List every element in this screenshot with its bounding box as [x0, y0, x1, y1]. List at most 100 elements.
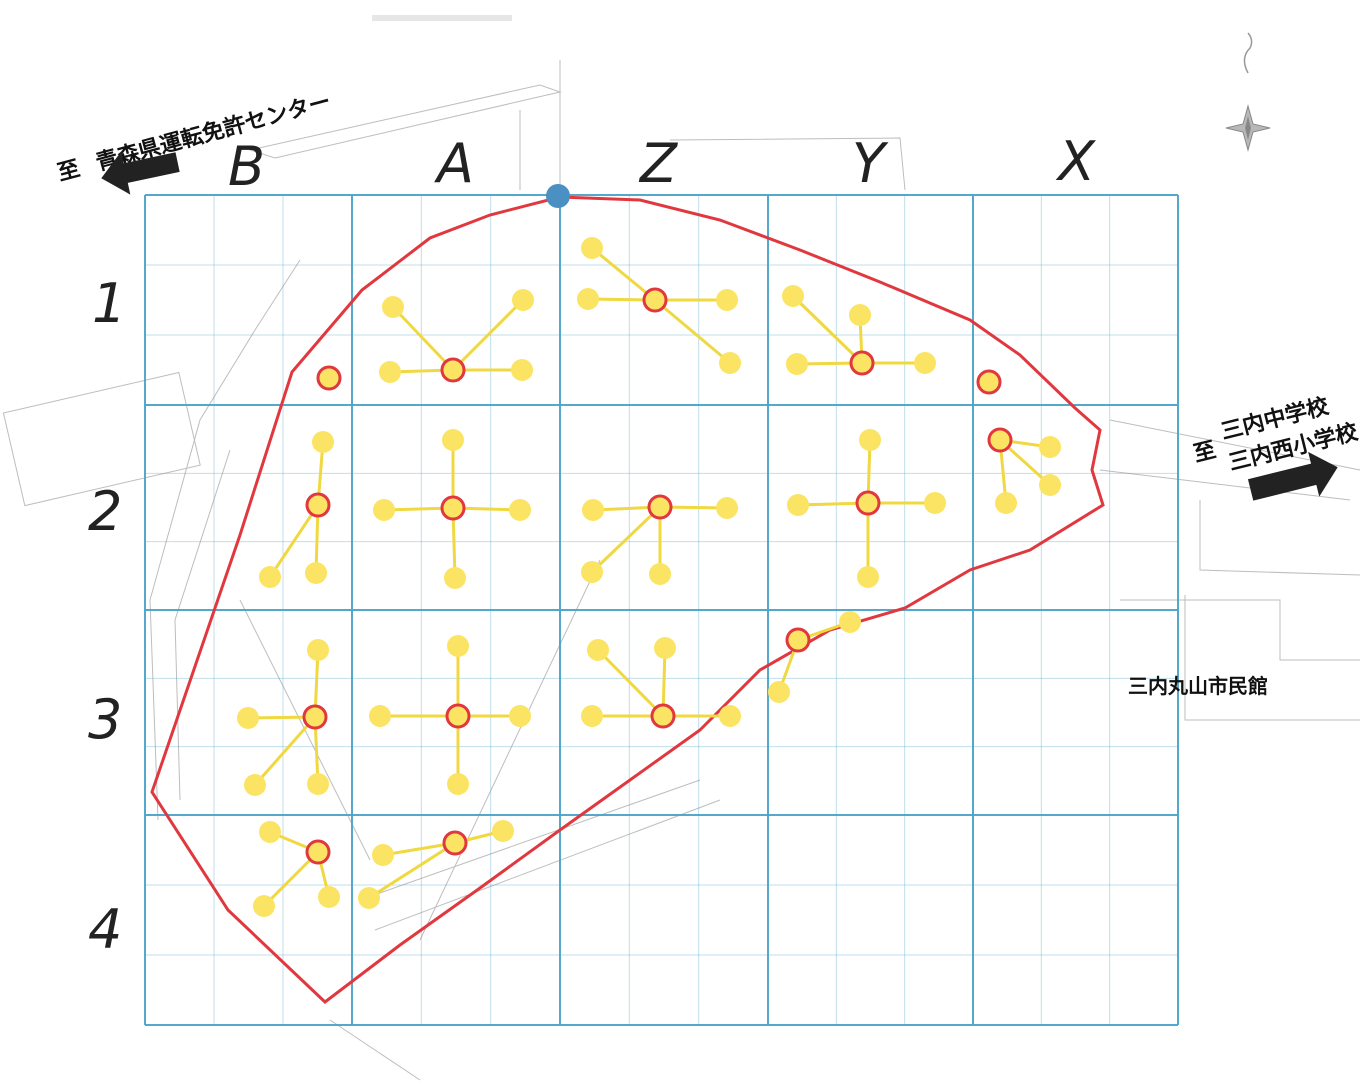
endpoint-node — [577, 288, 599, 310]
endpoint-node — [719, 705, 741, 727]
endpoint-node — [649, 563, 671, 585]
landmark-label: 三内丸山市民館 — [1128, 674, 1268, 698]
hub-node — [976, 369, 1002, 395]
svg-text:至 青森県運転免許センター: 至 青森県運転免許センター — [55, 88, 334, 186]
survey-background — [2, 60, 1361, 1081]
endpoint-node — [259, 821, 281, 843]
hub-node — [305, 839, 331, 865]
row-label: 2 — [88, 480, 122, 543]
connector-line — [596, 648, 665, 718]
hub-node — [650, 703, 676, 729]
connector-line — [268, 504, 320, 578]
column-label: X — [1055, 130, 1096, 193]
hub-node — [440, 495, 466, 521]
endpoint-node — [312, 431, 334, 453]
endpoint-node — [253, 895, 275, 917]
endpoint-node — [509, 705, 531, 727]
hub-node — [849, 350, 875, 376]
arrow-right-icon — [1247, 451, 1338, 501]
hub-node — [647, 494, 673, 520]
endpoint-node — [305, 562, 327, 584]
column-label: B — [228, 135, 265, 198]
hub-node — [642, 287, 668, 313]
endpoint-node — [358, 887, 380, 909]
endpoint-node — [716, 497, 738, 519]
endpoint-node — [768, 681, 790, 703]
reference-point — [546, 184, 570, 208]
endpoint-node — [581, 561, 603, 583]
endpoint-node — [511, 359, 533, 381]
connector-line — [253, 716, 317, 786]
endpoint-node — [259, 566, 281, 588]
endpoint-node — [849, 304, 871, 326]
endpoint-node — [512, 289, 534, 311]
endpoint-node — [995, 492, 1017, 514]
site-boundary — [150, 195, 1105, 1004]
endpoint-node — [654, 637, 676, 659]
column-label: Z — [638, 132, 678, 195]
hub-node — [442, 830, 468, 856]
endpoint-node — [1039, 436, 1061, 458]
endpoint-node — [787, 494, 809, 516]
row-label: 1 — [92, 272, 126, 335]
endpoint-node — [373, 499, 395, 521]
hub-node — [302, 704, 328, 730]
hub-node — [445, 703, 471, 729]
hub-node — [440, 357, 466, 383]
endpoint-node — [582, 499, 604, 521]
connector-line — [368, 841, 456, 900]
endpoint-node — [492, 820, 514, 842]
hub-node — [987, 427, 1013, 453]
hub-node — [305, 492, 331, 518]
endpoint-node — [581, 237, 603, 259]
direction-left: 至 青森県運転免許センター — [55, 88, 334, 186]
hub-node — [316, 365, 342, 391]
row-label: 3 — [88, 688, 122, 751]
endpoint-node — [447, 635, 469, 657]
endpoint-node — [244, 774, 266, 796]
endpoint-node — [719, 352, 741, 374]
endpoint-node — [1039, 474, 1061, 496]
endpoint-node — [237, 707, 259, 729]
endpoint-node — [786, 353, 808, 375]
compass-rose-icon — [1225, 32, 1271, 152]
endpoint-node — [782, 285, 804, 307]
endpoint-node — [587, 639, 609, 661]
endpoint-node — [318, 886, 340, 908]
connector-line — [590, 505, 662, 574]
connector-line — [391, 305, 455, 372]
endpoint-node — [581, 705, 603, 727]
endpoint-node — [447, 773, 469, 795]
endpoint-node — [444, 567, 466, 589]
endpoint-node — [716, 289, 738, 311]
connector-line — [451, 298, 525, 372]
nodes — [237, 237, 1061, 917]
endpoint-node — [442, 429, 464, 451]
endpoint-node — [307, 639, 329, 661]
endpoint-node — [859, 429, 881, 451]
connector-lines — [247, 246, 1052, 908]
endpoint-node — [839, 611, 861, 633]
direction-right-prefix: 至 — [1191, 438, 1218, 468]
endpoint-node — [509, 499, 531, 521]
major-grid — [144, 194, 1179, 1026]
endpoint-node — [379, 361, 401, 383]
direction-left-prefix: 至 — [55, 157, 83, 187]
column-label: A — [434, 132, 474, 195]
column-label: Y — [852, 132, 889, 195]
header-notation — [372, 15, 512, 21]
endpoint-node — [857, 566, 879, 588]
endpoint-node — [914, 352, 936, 374]
endpoint-node — [372, 844, 394, 866]
connector-line — [791, 294, 864, 365]
row-label: 4 — [88, 898, 122, 961]
hub-node — [855, 490, 881, 516]
endpoint-node — [369, 705, 391, 727]
connector-line — [654, 298, 731, 365]
endpoint-node — [307, 773, 329, 795]
endpoint-node — [924, 492, 946, 514]
connector-line — [262, 850, 320, 908]
connector-line — [591, 246, 656, 302]
arrow-left-icon — [101, 151, 180, 195]
